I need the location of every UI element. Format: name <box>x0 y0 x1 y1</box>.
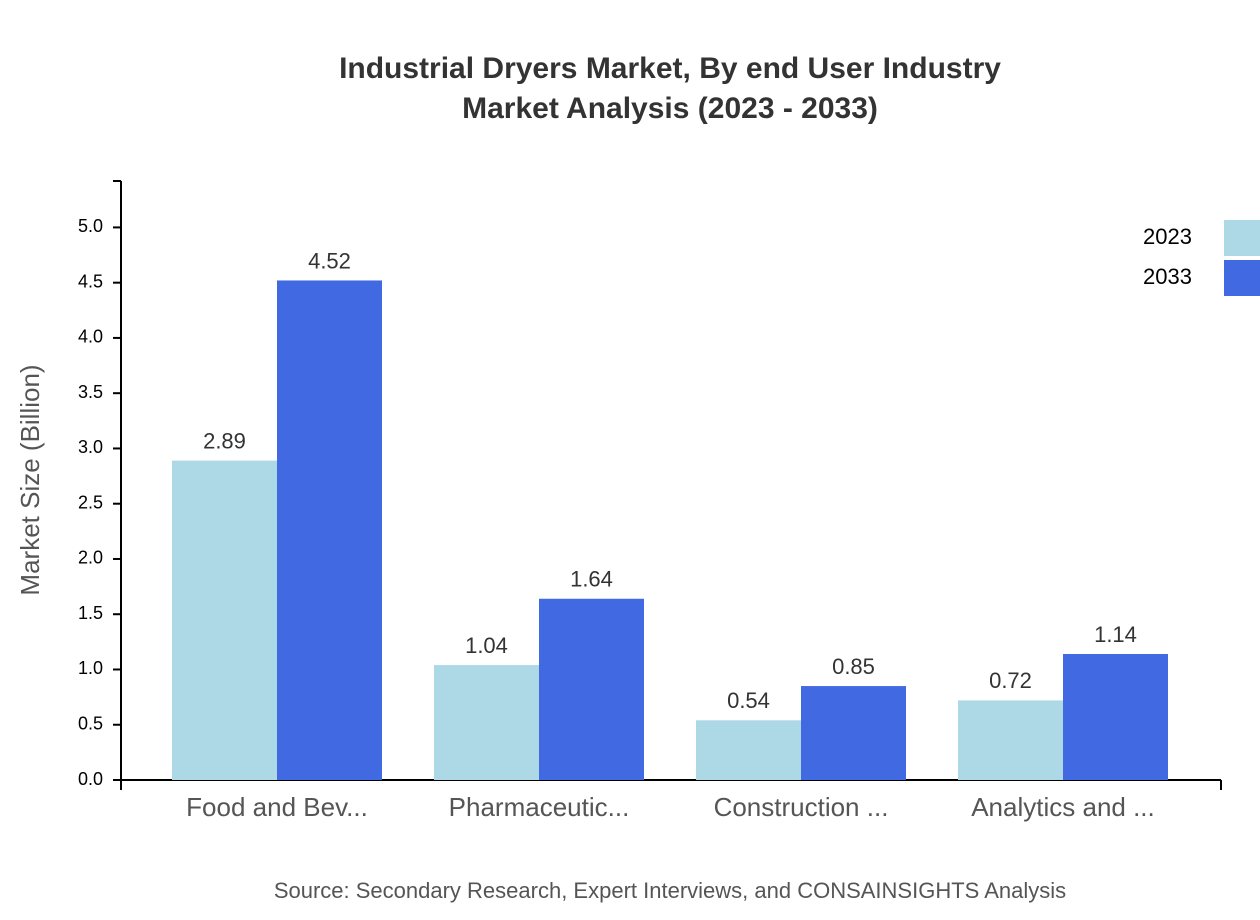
y-tick-label: 4.5 <box>78 271 103 291</box>
legend-swatch <box>1224 260 1260 296</box>
x-tick-label: Food and Bev... <box>186 792 368 822</box>
data-label: 0.54 <box>727 688 770 713</box>
y-tick-label: 1.0 <box>78 658 103 678</box>
y-tick-label: 2.0 <box>78 548 103 568</box>
data-label: 0.72 <box>989 668 1032 693</box>
x-tick-label: Pharmaceutic... <box>449 792 630 822</box>
y-tick-label: 3.0 <box>78 437 103 457</box>
legend-label: 2023 <box>1143 224 1192 249</box>
y-tick-label: 4.0 <box>78 327 103 347</box>
chart-subtitle: Market Analysis (2023 - 2033) <box>462 92 878 125</box>
data-label: 1.14 <box>1094 622 1137 647</box>
legend-label: 2033 <box>1143 264 1192 289</box>
bar <box>539 598 644 780</box>
bar <box>1063 654 1168 780</box>
data-label: 2.89 <box>203 428 246 453</box>
y-tick-label: 0.0 <box>78 769 103 789</box>
y-tick-label: 3.5 <box>78 382 103 402</box>
y-axis-label: Market Size (Billion) <box>15 364 45 595</box>
y-tick-label: 1.5 <box>78 603 103 623</box>
data-label: 1.04 <box>465 633 508 658</box>
bar <box>277 280 382 780</box>
data-label: 4.52 <box>308 248 351 273</box>
data-label: 1.64 <box>570 567 613 592</box>
bar <box>958 700 1063 780</box>
y-tick-label: 0.5 <box>78 713 103 733</box>
legend-swatch <box>1224 220 1260 256</box>
x-tick-label: Analytics and ... <box>971 792 1155 822</box>
source-note: Source: Secondary Research, Expert Inter… <box>274 878 1066 903</box>
x-tick-label: Construction ... <box>714 792 889 822</box>
bar <box>434 665 539 780</box>
chart-title: Industrial Dryers Market, By end User In… <box>339 52 1001 85</box>
data-label: 0.85 <box>832 654 875 679</box>
bar <box>801 686 906 780</box>
y-tick-label: 5.0 <box>78 216 103 236</box>
bar <box>696 720 801 780</box>
y-tick-label: 2.5 <box>78 492 103 512</box>
bar <box>172 460 277 780</box>
